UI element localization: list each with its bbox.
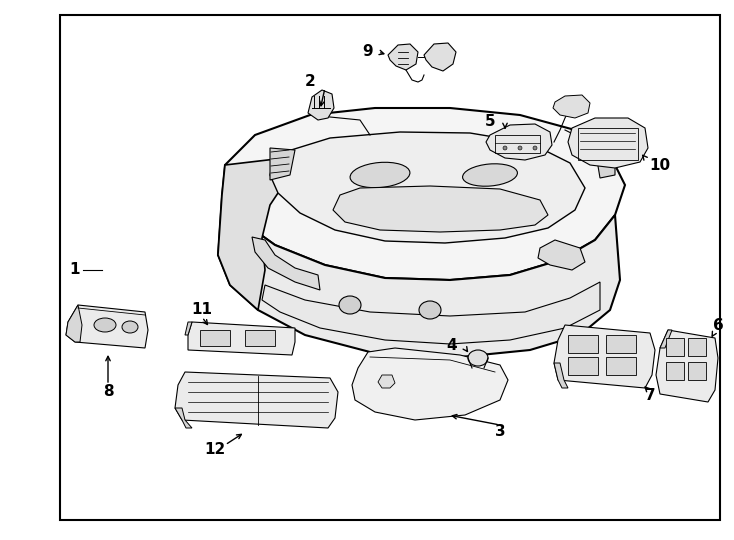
Ellipse shape bbox=[468, 350, 488, 366]
Ellipse shape bbox=[122, 321, 138, 333]
Bar bbox=[578, 128, 638, 160]
Polygon shape bbox=[352, 348, 508, 420]
Polygon shape bbox=[188, 322, 295, 355]
Polygon shape bbox=[308, 90, 334, 120]
Polygon shape bbox=[656, 330, 718, 402]
Polygon shape bbox=[185, 322, 192, 335]
Circle shape bbox=[503, 146, 507, 150]
Text: 6: 6 bbox=[713, 318, 724, 333]
Polygon shape bbox=[553, 95, 590, 118]
Bar bbox=[245, 330, 275, 346]
Polygon shape bbox=[66, 305, 82, 342]
Ellipse shape bbox=[339, 296, 361, 314]
Bar bbox=[60, 15, 720, 520]
Polygon shape bbox=[554, 325, 655, 388]
Polygon shape bbox=[486, 124, 552, 160]
Text: 5: 5 bbox=[484, 114, 495, 130]
Polygon shape bbox=[538, 240, 585, 270]
Ellipse shape bbox=[350, 163, 410, 188]
Polygon shape bbox=[378, 375, 395, 388]
Bar bbox=[568, 357, 598, 375]
Polygon shape bbox=[568, 118, 648, 168]
Ellipse shape bbox=[462, 164, 517, 186]
Text: 1: 1 bbox=[70, 262, 80, 278]
Text: 9: 9 bbox=[363, 44, 374, 59]
Text: 2: 2 bbox=[305, 75, 316, 90]
Polygon shape bbox=[252, 237, 320, 290]
Circle shape bbox=[518, 146, 522, 150]
Polygon shape bbox=[333, 186, 548, 232]
Bar bbox=[200, 330, 230, 346]
Text: 11: 11 bbox=[192, 302, 213, 318]
Polygon shape bbox=[222, 108, 625, 280]
Polygon shape bbox=[218, 155, 310, 310]
Text: 12: 12 bbox=[204, 442, 225, 457]
Bar bbox=[568, 335, 598, 353]
Text: 10: 10 bbox=[650, 158, 671, 172]
Bar bbox=[688, 362, 706, 380]
Polygon shape bbox=[388, 44, 418, 70]
Polygon shape bbox=[424, 43, 456, 71]
Polygon shape bbox=[270, 148, 295, 180]
Polygon shape bbox=[554, 363, 568, 388]
Polygon shape bbox=[175, 372, 338, 428]
Polygon shape bbox=[660, 330, 672, 348]
Text: 4: 4 bbox=[447, 338, 457, 353]
Text: 7: 7 bbox=[644, 388, 655, 402]
Bar bbox=[606, 335, 636, 353]
Bar bbox=[666, 338, 684, 356]
Bar bbox=[495, 135, 540, 153]
Text: 3: 3 bbox=[495, 424, 505, 440]
Bar bbox=[606, 357, 636, 375]
Polygon shape bbox=[66, 305, 148, 348]
Polygon shape bbox=[218, 195, 620, 358]
Polygon shape bbox=[595, 148, 615, 178]
Bar bbox=[666, 362, 684, 380]
Circle shape bbox=[533, 146, 537, 150]
Polygon shape bbox=[175, 408, 192, 428]
Ellipse shape bbox=[94, 318, 116, 332]
Text: 8: 8 bbox=[103, 384, 113, 400]
Bar bbox=[688, 338, 706, 356]
Polygon shape bbox=[270, 132, 585, 243]
Ellipse shape bbox=[419, 301, 441, 319]
Polygon shape bbox=[262, 282, 600, 344]
